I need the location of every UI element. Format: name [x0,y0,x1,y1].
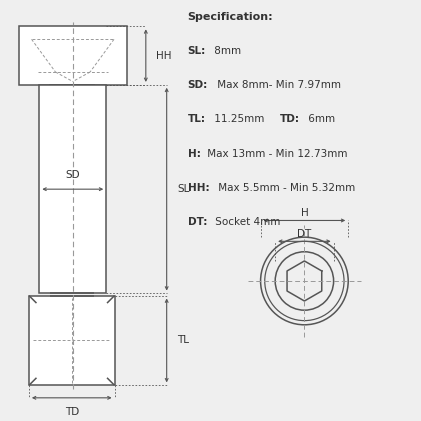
Bar [50,85,93,91]
Text: Specification:: Specification: [187,12,273,22]
Bar [19,27,127,85]
Text: HH: HH [156,51,172,61]
Text: Max 13mm - Min 12.73mm: Max 13mm - Min 12.73mm [204,149,348,159]
Bar [29,296,115,385]
Text: 8mm: 8mm [211,46,241,56]
Text: TL:: TL: [187,115,205,125]
Text: H: H [301,208,308,218]
Text: H:: H: [187,149,200,159]
Text: TD:: TD: [280,115,299,125]
Text: Socket 4mm: Socket 4mm [213,217,281,227]
Text: DT:: DT: [187,217,207,227]
Text: Max 5.5mm - Min 5.32mm: Max 5.5mm - Min 5.32mm [216,183,356,193]
Text: TD: TD [64,407,79,417]
Text: SD: SD [66,170,80,180]
Text: DT: DT [297,229,312,239]
Text: SL:: SL: [187,46,206,56]
Text: TL: TL [177,336,189,346]
Text: 6mm: 6mm [305,115,335,125]
Text: SL: SL [177,184,189,194]
Text: 11.25mm: 11.25mm [211,115,264,125]
Text: Max 8mm- Min 7.97mm: Max 8mm- Min 7.97mm [213,80,341,90]
Text: SD:: SD: [187,80,208,90]
Text: HH:: HH: [187,183,209,193]
Bar [40,85,106,293]
